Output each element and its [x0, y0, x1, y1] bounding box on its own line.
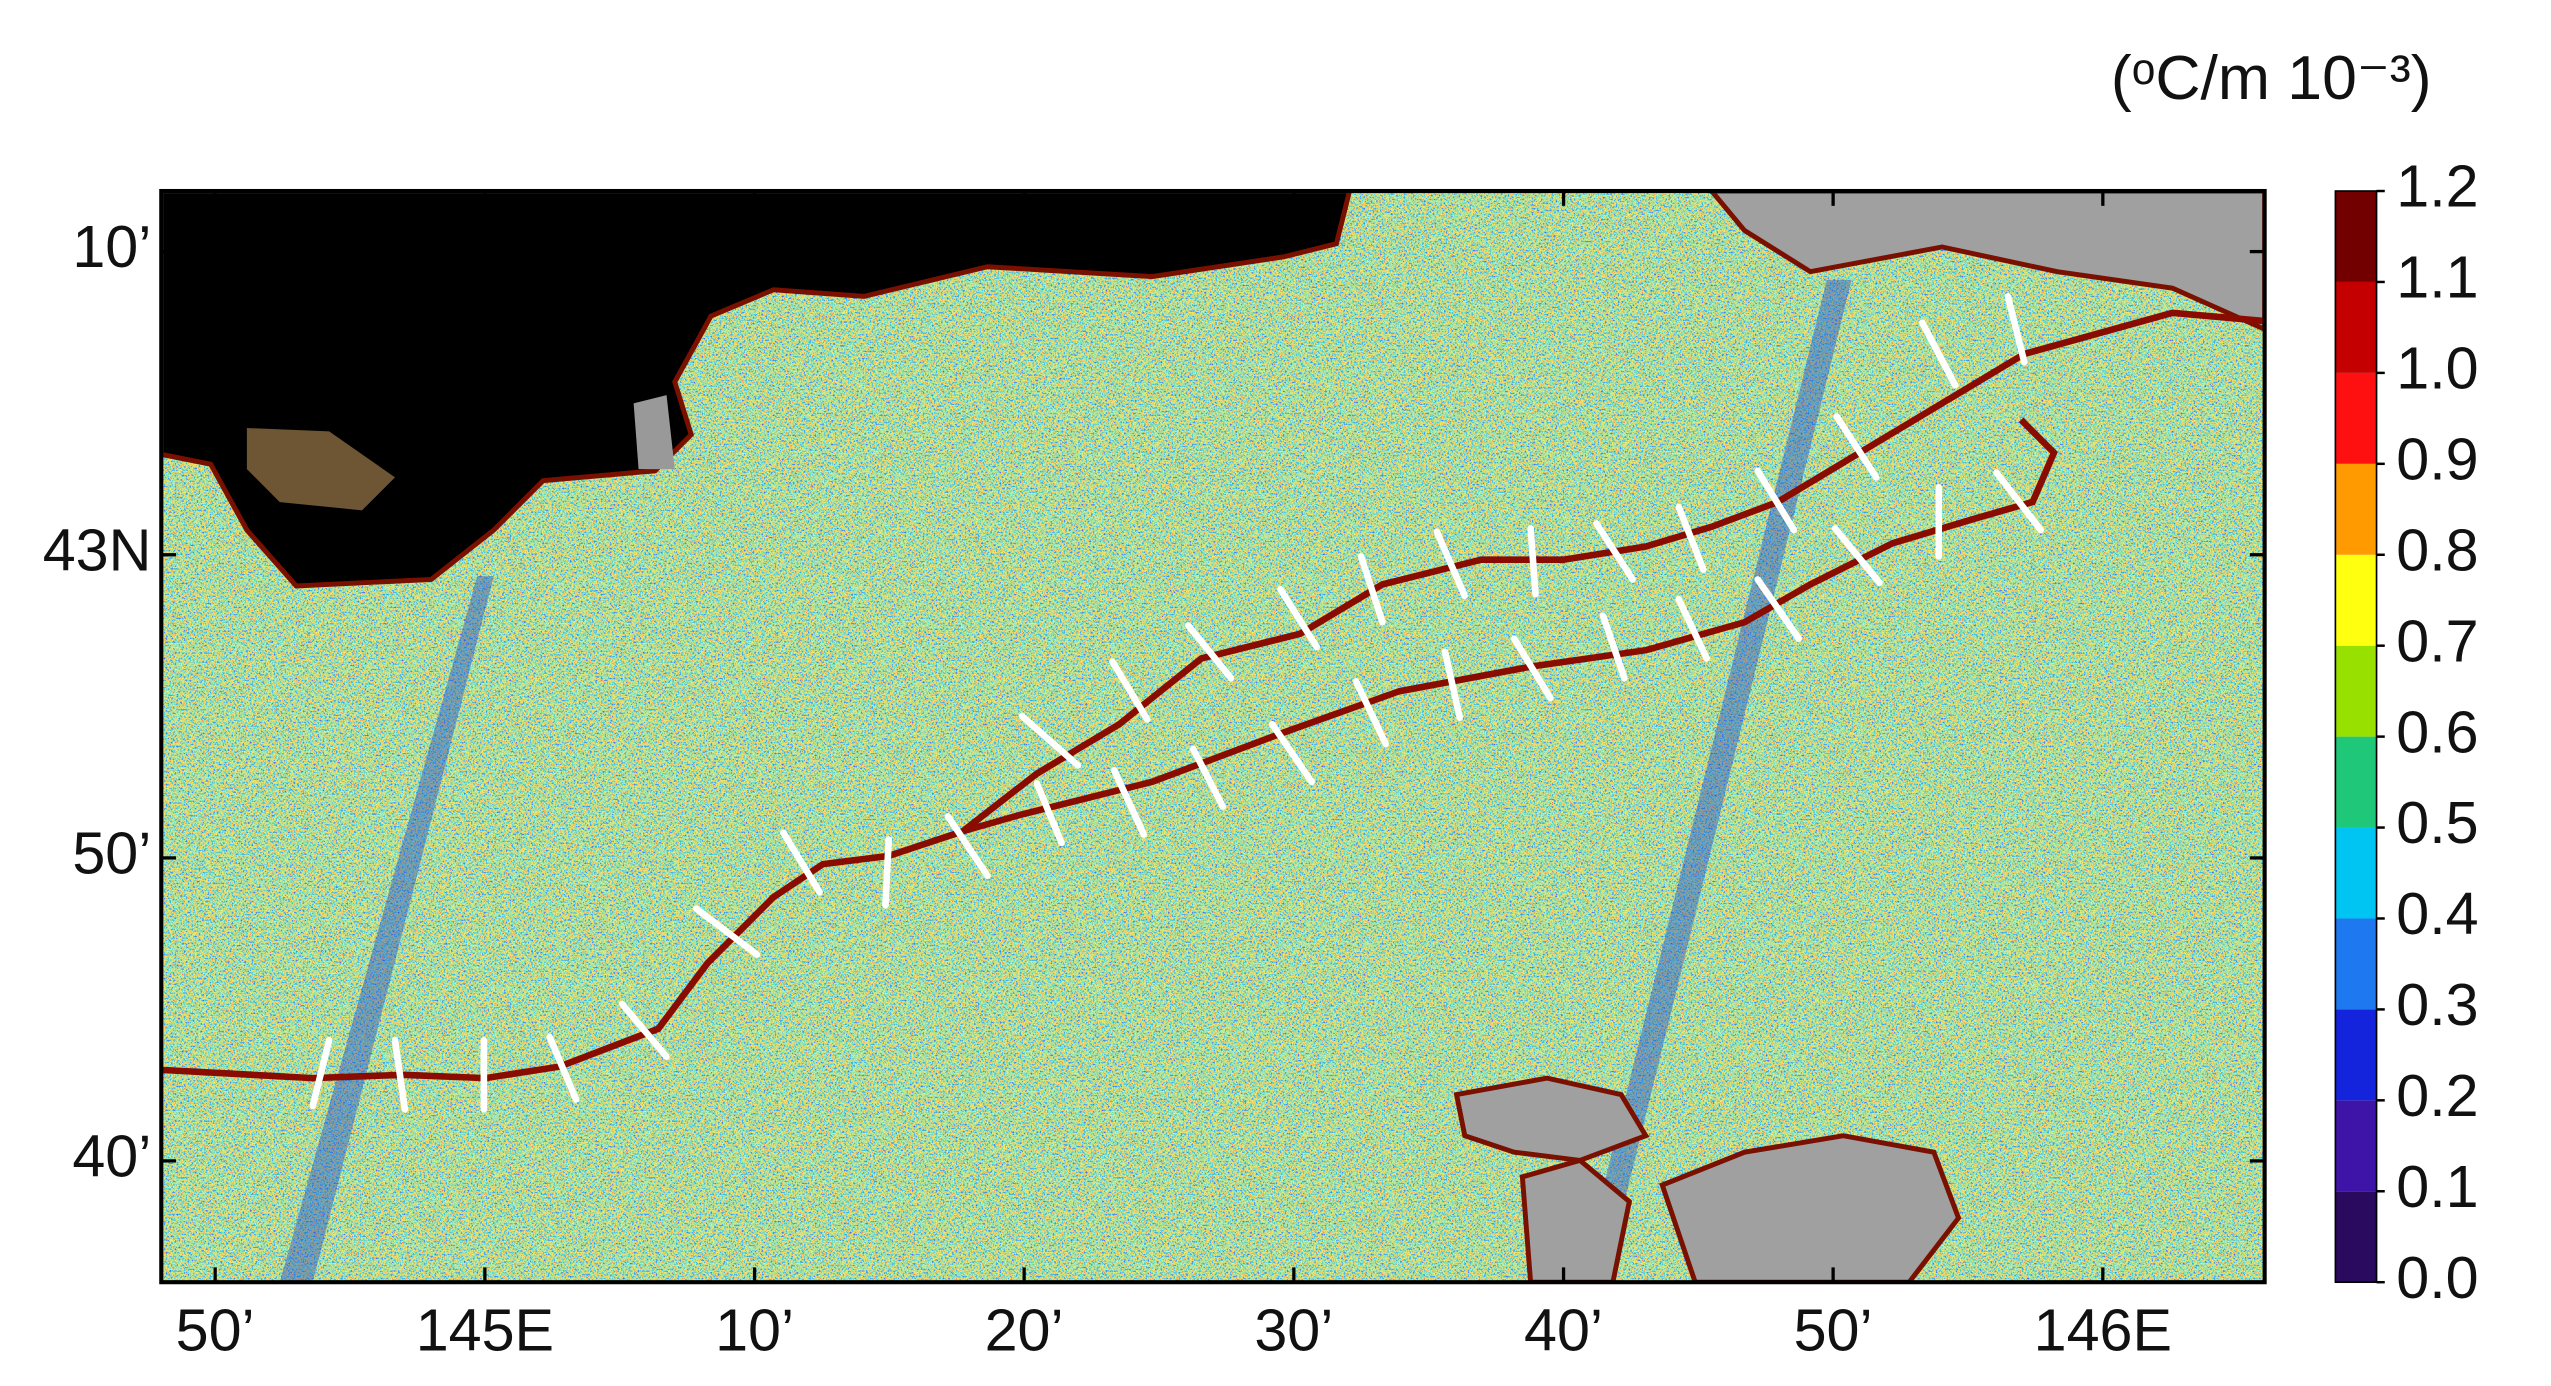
transect-line — [1993, 469, 2045, 534]
colorbar-tick-label: 0.9 — [2396, 425, 2478, 492]
transect-line — [1189, 745, 1227, 810]
x-tick-label: 50’ — [176, 1297, 255, 1364]
x-tick-label: 10’ — [715, 1297, 794, 1364]
transect-line — [1831, 525, 1883, 587]
colorbar-tick-label: 0.5 — [2396, 789, 2478, 856]
colorbar-segment — [2335, 918, 2377, 1010]
cloud-mask — [1519, 1157, 1633, 1283]
transect-line — [1441, 648, 1464, 721]
land — [161, 191, 1353, 589]
transect-line — [1675, 503, 1707, 573]
map-area — [161, 191, 2265, 1283]
transect-line — [882, 836, 893, 909]
x-tick-label: 20’ — [985, 1297, 1064, 1364]
colorbar-segment — [2335, 463, 2377, 555]
colorbar-tick-label: 0.8 — [2396, 516, 2478, 583]
transect-line — [391, 1036, 409, 1113]
transect-line — [2004, 293, 2028, 366]
transect-line — [1352, 678, 1390, 748]
colorbar-tick-label: 1.1 — [2396, 244, 2478, 311]
map-frame — [159, 188, 2267, 1285]
y-tick-label: 43N — [43, 516, 152, 583]
colorbar-segment — [2335, 281, 2377, 373]
transect-line — [1510, 635, 1554, 702]
front-line — [161, 309, 2265, 1082]
colorbar-tick-label: 0.6 — [2396, 698, 2478, 765]
colorbar-segment — [2335, 372, 2377, 464]
colorbar-tick-label: 1.2 — [2396, 153, 2478, 220]
x-tick-label: 146E — [2034, 1297, 2172, 1364]
cloud-mask — [633, 395, 675, 470]
colorbar-segment — [2335, 191, 2377, 282]
y-tick-label: 10’ — [72, 213, 151, 280]
cloud-mask — [1453, 1075, 1650, 1163]
colorbar-segment — [2335, 554, 2377, 646]
swath-stripe — [279, 576, 494, 1283]
transect-line — [1110, 767, 1148, 838]
x-tick-label: 145E — [416, 1297, 554, 1364]
transect-line — [1754, 467, 1798, 534]
transect-line — [1277, 586, 1320, 651]
transect-line — [1593, 520, 1636, 583]
colorbar-segment — [2335, 1100, 2377, 1192]
colorbar-title: (ᵒC/m 10⁻³) — [2111, 43, 2432, 113]
axes: 50’ 145E 10’ 20’ 30’ 40’ 50’ 146E 40’ 50’ 43N 10’ — [43, 191, 2265, 1364]
y-tick-label: 50’ — [72, 820, 151, 887]
transect-line — [1527, 525, 1539, 598]
colorbar-segment — [2335, 827, 2377, 919]
land — [246, 428, 395, 511]
transect-line — [1675, 595, 1710, 662]
colorbar-tick-label: 0.4 — [2396, 880, 2478, 947]
cloud-mask — [1708, 191, 2265, 332]
transect-line — [1268, 720, 1315, 786]
colorbar-tick-label: 0.2 — [2396, 1062, 2478, 1129]
colorbar-tick-label: 0.1 — [2396, 1153, 2478, 1220]
colorbar-tick-label: 0.0 — [2396, 1244, 2478, 1311]
transect-line — [1109, 658, 1151, 723]
transect-line — [1357, 553, 1386, 626]
colorbar-tick-label: 0.7 — [2396, 607, 2478, 674]
colorbar-tick-label: 1.0 — [2396, 335, 2478, 402]
colorbar: 0.0 0.1 0.2 0.3 0.4 0.5 0.6 0.7 0.8 0.9 1.0 1.1 1.2 — [2334, 153, 2479, 1311]
transect-line — [780, 829, 823, 896]
swath-stripe — [1579, 279, 1852, 1283]
x-tick-label: 30’ — [1254, 1297, 1333, 1364]
transect-line — [618, 1000, 670, 1061]
colorbar-segment — [2335, 645, 2377, 737]
transect-line — [1033, 780, 1065, 847]
transect-line — [1184, 622, 1235, 682]
transect-line — [1433, 528, 1469, 600]
cloud-mask — [1659, 1133, 1962, 1283]
transect-line — [1833, 413, 1880, 481]
transect-line — [692, 905, 761, 958]
x-tick-label: 40’ — [1524, 1297, 1603, 1364]
colorbar-tick-label: 0.3 — [2396, 971, 2478, 1038]
x-tick-label: 50’ — [1794, 1297, 1873, 1364]
transect-line — [309, 1036, 333, 1110]
transects — [309, 293, 2045, 1113]
transect-line — [1599, 612, 1628, 682]
transect-line — [1919, 319, 1959, 389]
transect-line — [546, 1033, 580, 1103]
colorbar-segment — [2335, 736, 2377, 828]
transect-line — [1754, 576, 1803, 642]
colorbar-segment — [2335, 1191, 2377, 1283]
colorbar-segment — [2335, 1009, 2377, 1101]
transect-line — [1018, 712, 1082, 769]
y-tick-label: 40’ — [72, 1123, 151, 1190]
transect-line — [944, 813, 991, 879]
